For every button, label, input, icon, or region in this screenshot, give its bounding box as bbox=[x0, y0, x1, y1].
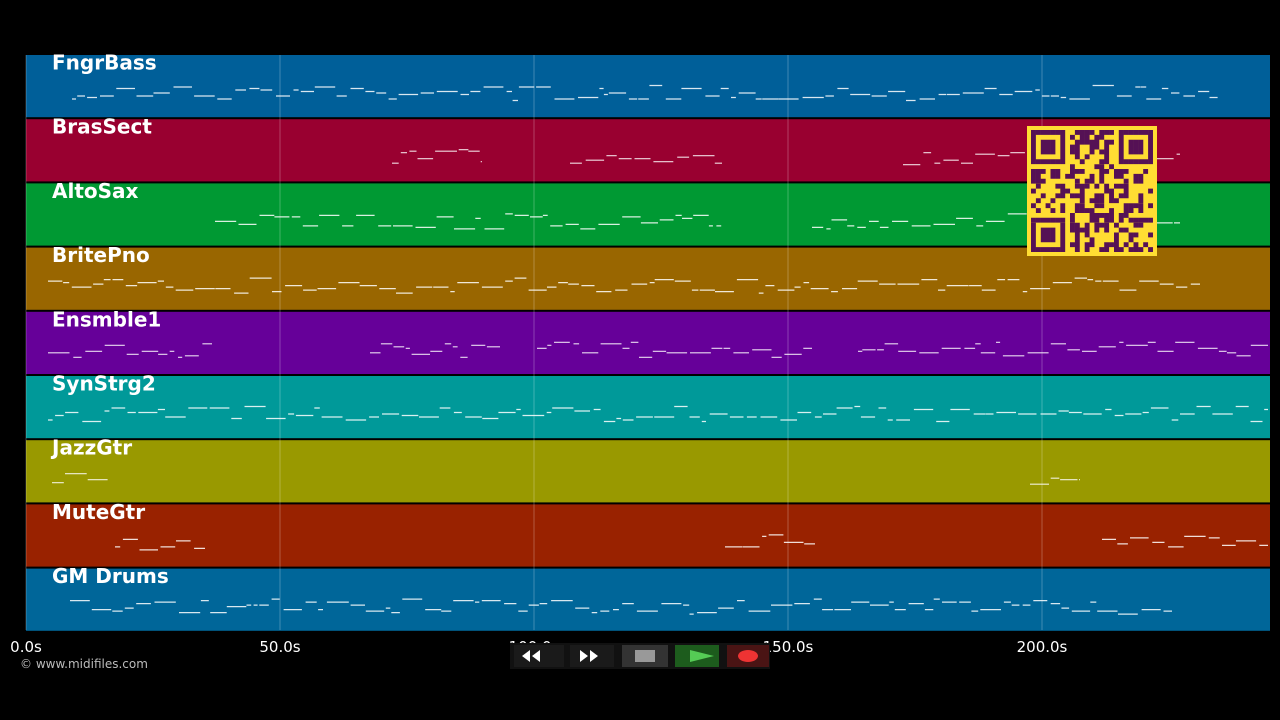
track-name: BritePno bbox=[52, 243, 150, 267]
time-tick-label: 200.0s bbox=[1017, 638, 1068, 656]
track-lane bbox=[26, 55, 1270, 118]
track-name: MuteGtr bbox=[52, 500, 145, 524]
note-strokes bbox=[48, 277, 1200, 294]
time-tick-label: 150.0s bbox=[763, 638, 814, 656]
rewind-button[interactable] bbox=[514, 645, 564, 667]
note-strokes bbox=[72, 84, 1218, 102]
track-name: FngrBass bbox=[52, 51, 157, 75]
track-name: SynStrg2 bbox=[52, 372, 156, 396]
track-name: Ensmble1 bbox=[52, 307, 161, 331]
note-strokes bbox=[70, 598, 1172, 615]
track-lane bbox=[26, 247, 1270, 310]
track-name: AltoSax bbox=[52, 179, 139, 203]
track-name: GM Drums bbox=[52, 564, 169, 588]
track-name: JazzGtr bbox=[50, 436, 132, 460]
record-button[interactable] bbox=[727, 645, 769, 667]
note-strokes bbox=[48, 341, 1268, 358]
note-strokes bbox=[52, 473, 1080, 485]
fast-forward-button[interactable] bbox=[570, 645, 614, 667]
stop-button[interactable] bbox=[622, 645, 668, 667]
transport-bar bbox=[510, 643, 770, 669]
time-tick-label: 0.0s bbox=[10, 638, 42, 656]
track-labels: FngrBass BrasSect AltoSax BritePno Ensmble1 S… bbox=[50, 51, 169, 589]
play-button[interactable] bbox=[675, 645, 719, 667]
track-lane bbox=[26, 440, 1270, 503]
track-lane bbox=[26, 504, 1270, 567]
track-lane bbox=[26, 568, 1270, 631]
grid bbox=[25, 55, 1043, 630]
note-strokes bbox=[48, 405, 1268, 423]
track-lane bbox=[26, 376, 1270, 439]
time-tick-label: 50.0s bbox=[259, 638, 300, 656]
note-strokes bbox=[115, 534, 1268, 551]
track-name: BrasSect bbox=[52, 115, 152, 139]
qr-code bbox=[1027, 126, 1157, 256]
credit: © www.midifiles.com bbox=[20, 657, 148, 671]
track-lane bbox=[26, 311, 1270, 374]
qr-modules bbox=[1031, 130, 1153, 252]
